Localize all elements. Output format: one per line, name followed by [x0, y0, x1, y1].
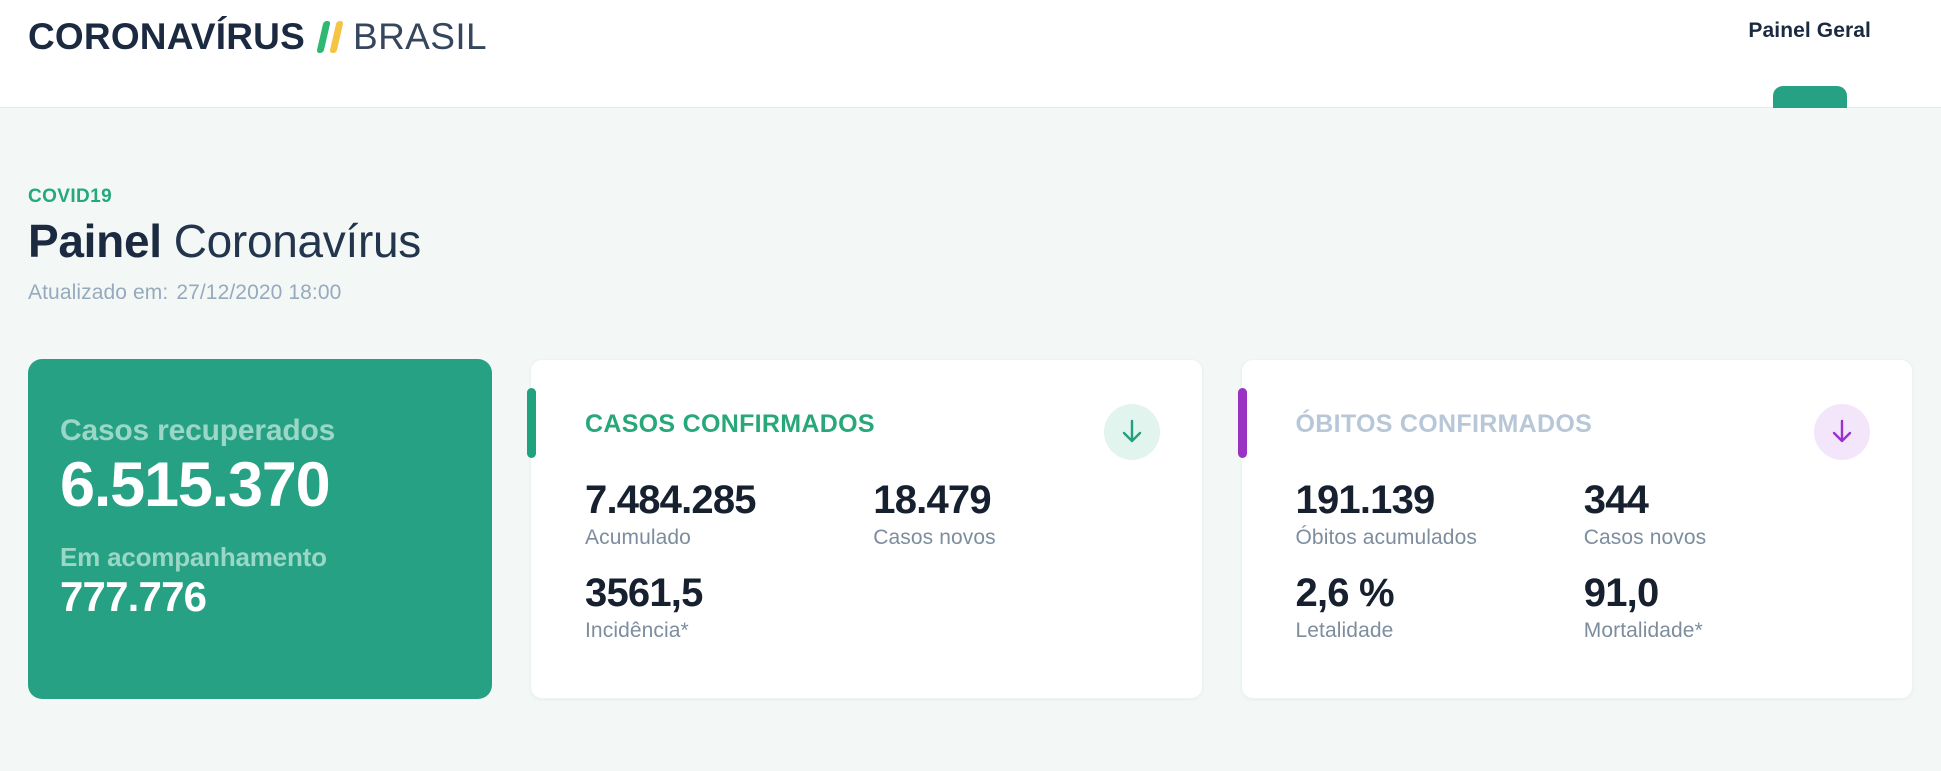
card-confirmed-deaths[interactable]: ÓBITOS CONFIRMADOS 191.139 Óbitos acumul… — [1237, 358, 1913, 699]
stat-cell — [873, 572, 1161, 643]
brand-name-light: BRASIL — [352, 16, 487, 57]
stat-value: 2,6 % — [1295, 570, 1395, 615]
card-recovered-cases[interactable]: Casos recuperados 6.515.370 Em acompanha… — [28, 358, 492, 699]
tab-painel-geral[interactable]: Painel Geral — [1748, 0, 1871, 108]
deaths-download-button[interactable] — [1814, 403, 1870, 460]
page-content: COVID19 Painel Coronavírus Atualizado em:… — [0, 108, 1941, 699]
stat-caption: Casos novos — [873, 525, 996, 549]
arrow-down-icon — [1122, 419, 1141, 442]
tab-painel-geral-label: Painel Geral — [1748, 19, 1871, 42]
deaths-stats-grid: 191.139 Óbitos acumulados 344 Casos novo… — [1296, 479, 1873, 643]
tab-active-indicator — [1772, 86, 1847, 108]
brand-logo[interactable]: CORONAVÍRUS BRASIL — [0, 0, 487, 74]
stat-value: 3561,5 — [585, 570, 703, 615]
stat-value: 7.484.285 — [585, 477, 757, 522]
page-title: Painel Coronavírus — [28, 215, 1913, 267]
stat-cell: 344 Casos novos — [1584, 479, 1872, 550]
stat-cell: 2,6 % Letalidade — [1296, 572, 1584, 643]
page-eyebrow: COVID19 — [28, 186, 113, 207]
last-updated-value: 27/12/2020 18:00 — [176, 280, 342, 304]
stat-caption: Letalidade — [1295, 618, 1394, 642]
stat-cell: 18.479 Casos novos — [873, 479, 1161, 550]
confirmed-deaths-title: ÓBITOS CONFIRMADOS — [1295, 409, 1593, 438]
card-accent-bar-green — [527, 387, 536, 458]
page-header-block: COVID19 Painel Coronavírus Atualizado em:… — [28, 108, 1913, 305]
stat-caption: Acumulado — [585, 525, 691, 549]
stat-value: 18.479 — [873, 477, 991, 522]
stat-cell: 191.139 Óbitos acumulados — [1296, 479, 1584, 550]
monitoring-label: Em acompanhamento — [60, 542, 327, 573]
card-accent-bar-purple — [1237, 387, 1247, 458]
card-confirmed-cases[interactable]: CASOS CONFIRMADOS 7.484.285 Acumulado 18… — [527, 358, 1203, 699]
recovered-label: Casos recuperados — [60, 413, 336, 447]
last-updated-label: Atualizado em: — [28, 280, 169, 304]
page-title-light: Coronavírus — [173, 215, 422, 267]
stat-caption: Casos novos — [1583, 525, 1707, 549]
confirmed-stats-grid: 7.484.285 Acumulado 18.479 Casos novos 3… — [585, 479, 1162, 643]
stat-cell: 3561,5 Incidência* — [585, 572, 873, 643]
stat-cell: 91,0 Mortalidade* — [1584, 572, 1872, 643]
stat-value: 91,0 — [1583, 570, 1659, 615]
recovered-value: 6.515.370 — [60, 449, 331, 520]
arrow-down-icon — [1832, 419, 1852, 442]
monitoring-value: 777.776 — [60, 573, 207, 621]
site-header: CORONAVÍRUS BRASIL Painel Geral — [0, 0, 1941, 108]
page-title-bold: Painel — [28, 215, 162, 267]
slash-yellow-icon — [329, 21, 344, 53]
stat-caption: Incidência* — [585, 618, 689, 642]
stat-caption: Óbitos acumulados — [1295, 525, 1477, 549]
stat-caption: Mortalidade* — [1583, 618, 1703, 642]
stat-cell: 7.484.285 Acumulado — [585, 479, 873, 550]
confirmed-download-button[interactable] — [1103, 403, 1160, 460]
stat-value: 191.139 — [1295, 477, 1436, 522]
slash-green-icon — [316, 21, 331, 53]
header-nav: Painel Geral — [1748, 0, 1941, 108]
brand-slashes-icon — [316, 20, 344, 54]
summary-cards-row: Casos recuperados 6.515.370 Em acompanha… — [28, 358, 1913, 699]
last-updated: Atualizado em: 27/12/2020 18:00 — [28, 281, 1913, 305]
confirmed-cases-title: CASOS CONFIRMADOS — [585, 409, 875, 438]
brand-name-strong: CORONAVÍRUS — [28, 16, 305, 57]
stat-value: 344 — [1583, 477, 1649, 522]
